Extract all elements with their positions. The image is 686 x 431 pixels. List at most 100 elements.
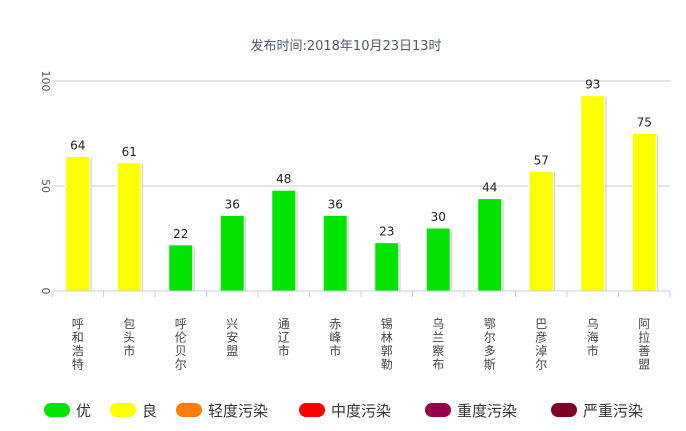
legend-swatch (551, 403, 577, 417)
x-tick-char: 呼 (175, 317, 187, 331)
legend-item: 良 (110, 402, 157, 420)
x-tick-char: 淖 (535, 344, 547, 358)
y-tick-label: 50 (39, 179, 52, 193)
legend-label: 轻度污染 (208, 402, 268, 420)
data-label: 93 (585, 78, 600, 92)
legend-item: 严重污染 (551, 402, 643, 420)
bar (425, 227, 451, 292)
legend-item: 中度污染 (299, 402, 391, 420)
x-tick-char: 阿 (638, 317, 650, 331)
x-tick-char: 林 (381, 331, 393, 345)
bar (580, 95, 606, 292)
bar (116, 162, 142, 292)
x-tick-char: 巴 (535, 317, 547, 331)
legend-swatch (44, 403, 70, 417)
x-tick-label: 通辽市 (278, 317, 290, 358)
x-tick-label: 包头市 (123, 317, 135, 358)
legend-swatch (176, 403, 202, 417)
legend-label: 优 (76, 402, 91, 420)
x-tick-char: 兰 (432, 331, 444, 345)
data-label: 64 (70, 139, 85, 153)
legend-swatch (299, 403, 325, 417)
data-label: 44 (482, 181, 497, 195)
x-tick-char: 勒 (381, 358, 393, 372)
x-tick-char: 乌 (432, 316, 444, 331)
x-tick-char: 彦 (535, 330, 547, 345)
x-tick-char: 峰 (329, 331, 341, 345)
data-label: 23 (379, 225, 394, 239)
data-label: 36 (328, 197, 343, 211)
x-tick-char: 伦 (175, 330, 187, 345)
bar (219, 214, 245, 292)
x-tick-char: 头 (123, 331, 135, 345)
grid-lines (52, 80, 670, 292)
data-label: 61 (122, 145, 137, 159)
x-tick-char: 特 (72, 357, 84, 372)
x-tick-char: 贝 (175, 344, 187, 358)
legend-label: 重度污染 (457, 402, 517, 420)
x-axis (51, 290, 671, 297)
y-axis-ticks: 0 50 100 (39, 71, 52, 295)
x-tick-char: 察 (432, 344, 444, 358)
x-tick-char: 市 (123, 343, 135, 358)
x-tick-char: 郭 (381, 344, 393, 358)
x-tick-char: 斯 (484, 358, 496, 372)
legend-item: 重度污染 (425, 402, 517, 420)
bar (477, 198, 503, 292)
legend-label: 严重污染 (583, 402, 643, 420)
x-tick-char: 市 (278, 343, 290, 358)
x-tick-char: 盟 (638, 358, 650, 372)
bar (271, 189, 297, 292)
bar (528, 170, 554, 292)
x-tick-char: 赤 (329, 317, 341, 331)
x-tick-char: 和 (72, 331, 84, 345)
x-tick-label: 兴安盟 (226, 317, 238, 358)
x-tick-label: 乌海市 (587, 316, 599, 358)
x-axis-labels: 呼和浩特包头市呼伦贝尔兴安盟通辽市赤峰市锡林郭勒乌兰察布鄂尔多斯巴彦淖尔乌海市阿… (72, 316, 651, 372)
x-tick-char: 海 (587, 330, 599, 345)
y-tick-label: 100 (39, 71, 52, 92)
data-label: 48 (276, 172, 291, 186)
x-tick-char: 尔 (484, 330, 496, 345)
chart-subtitle: 发布时间:2018年10月23日13时 (250, 38, 441, 54)
x-tick-char: 鄂 (484, 317, 496, 331)
x-tick-char: 包 (123, 317, 135, 331)
legend-swatch (110, 403, 136, 417)
bars (65, 95, 659, 292)
x-tick-char: 市 (587, 343, 599, 358)
legend-label: 良 (142, 402, 157, 420)
x-tick-char: 锡 (381, 316, 393, 331)
x-tick-char: 浩 (72, 344, 84, 358)
data-label: 30 (431, 210, 446, 224)
bar (65, 156, 91, 292)
x-tick-char: 市 (329, 343, 341, 358)
data-label: 22 (173, 227, 188, 241)
x-tick-char: 拉 (638, 330, 650, 345)
data-label: 57 (534, 153, 549, 167)
bar (168, 244, 194, 292)
x-tick-char: 兴 (226, 317, 238, 331)
x-tick-char: 尔 (535, 357, 547, 372)
x-tick-char: 安 (226, 330, 238, 345)
legend-label: 中度污染 (331, 402, 391, 420)
bar (322, 214, 348, 292)
data-label: 75 (637, 116, 652, 130)
x-tick-char: 呼 (72, 317, 84, 331)
x-tick-char: 多 (484, 344, 496, 358)
bar (631, 133, 657, 292)
legend: 优 良 轻度污染 中度污染 重度污染 严重污染 (44, 402, 643, 420)
x-tick-label: 赤峰市 (329, 317, 341, 358)
legend-item: 优 (44, 402, 91, 420)
x-tick-char: 善 (638, 343, 650, 358)
data-label: 36 (225, 197, 240, 211)
y-tick-label: 0 (39, 288, 52, 295)
data-labels: 64 61 22 36 48 36 23 30 44 57 93 75 (70, 78, 652, 241)
x-tick-char: 尔 (175, 357, 187, 372)
